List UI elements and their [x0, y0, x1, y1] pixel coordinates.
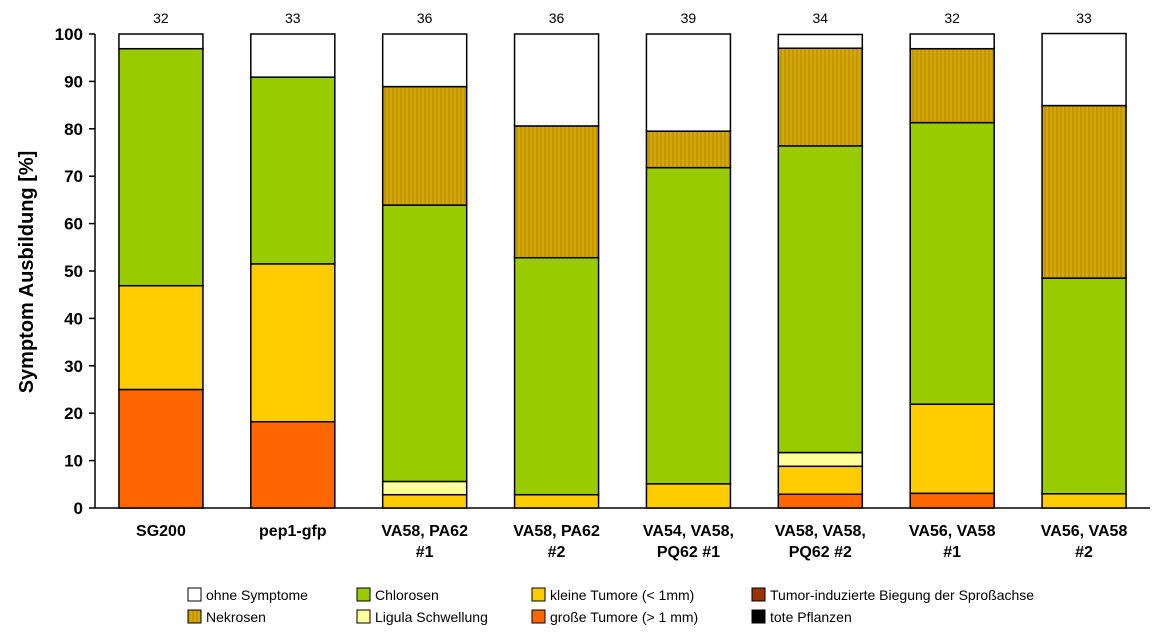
bar-segment: [909, 47, 995, 124]
y-tick-label: 0: [74, 499, 83, 518]
bar-segment: [777, 465, 864, 496]
x-tick-label: VA58, PA62: [513, 523, 600, 540]
bar-segment: [118, 284, 204, 391]
bar-segment: [645, 130, 732, 169]
y-tick-label: 80: [64, 120, 83, 139]
sample-count-label: 39: [681, 10, 697, 26]
sample-count-label: 33: [285, 10, 301, 26]
legend: ohne Symptome Chlorosen kleine Tumore (< 1…: [187, 587, 1034, 625]
bar-segment: [381, 204, 468, 483]
bar-segment: [909, 403, 995, 495]
bar-segment: [381, 493, 468, 509]
x-tick-label: SG200: [136, 523, 186, 540]
y-tick-label: 10: [64, 452, 83, 471]
legend-label: tote Pflanzen: [770, 609, 852, 625]
bar-segment: [118, 33, 204, 50]
bar-segment: [118, 47, 204, 287]
legend-swatch: [356, 609, 371, 624]
bar-segment: [777, 145, 864, 454]
legend-swatch: [187, 587, 202, 602]
y-axis-label: Symptom Ausbildung [%]: [16, 151, 38, 394]
x-tick-label: #1: [943, 544, 961, 561]
legend-label: Tumor-induzierte Biegung der Sproßachse: [770, 587, 1034, 603]
sample-count-label: 32: [944, 10, 960, 26]
bar-segment: [777, 47, 864, 147]
legend-swatch: [531, 587, 546, 602]
bar-segment: [381, 33, 468, 88]
sample-count-label: 34: [813, 10, 829, 26]
x-tick-label: VA58, VA58,: [775, 523, 866, 540]
legend-swatch: [531, 609, 546, 624]
bar-segment: [381, 480, 468, 496]
bar-segment: [777, 33, 864, 49]
bar-segment: [777, 493, 864, 509]
x-tick-label: PQ62 #2: [789, 544, 852, 561]
bar-segment: [1041, 32, 1127, 107]
bar-segment: [381, 85, 468, 206]
labels: 32 SG200 33 pep1-gfp 36 VA58, PA62 #1 36 VA58, P…: [136, 10, 1127, 561]
legend-label: ohne Symptome: [206, 587, 308, 603]
x-tick-label: VA56, VA58: [1041, 523, 1128, 540]
bar-segment: [513, 33, 600, 127]
x-tick-label: PQ62 #1: [657, 544, 720, 561]
sample-count-label: 32: [153, 10, 169, 26]
legend-swatch: [751, 587, 766, 602]
bar-segment: [1041, 493, 1127, 509]
legend-swatch: [187, 609, 202, 624]
bar-segment: [513, 256, 600, 496]
legend-label: Chlorosen: [375, 587, 439, 603]
sample-count-label: 36: [549, 10, 565, 26]
bar-segment: [777, 451, 864, 468]
legend-label: große Tumore (> 1 mm): [550, 609, 698, 625]
bar-segment: [250, 33, 336, 78]
x-tick-label: VA54, VA58,: [643, 523, 734, 540]
x-tick-label: #2: [548, 544, 566, 561]
bar-segment: [909, 121, 995, 405]
bar-segment: [645, 483, 732, 509]
x-tick-label: pep1-gfp: [259, 523, 327, 540]
sample-count-label: 33: [1076, 10, 1092, 26]
x-tick-label: #2: [1075, 544, 1093, 561]
legend-swatch: [356, 587, 371, 602]
bar-segment: [1041, 277, 1127, 495]
bar-segment: [645, 33, 732, 132]
x-tick-label: VA58, PA62: [381, 523, 468, 540]
bar-segment: [250, 420, 336, 509]
y-tick-label: 90: [64, 72, 83, 91]
legend-label: Ligula Schwellung: [375, 609, 488, 625]
bar-segment: [250, 76, 336, 265]
bar-segment: [909, 492, 995, 509]
y-tick-label: 50: [64, 262, 83, 281]
bar-segment: [645, 166, 732, 485]
bar-segment: [118, 388, 204, 509]
sample-count-label: 36: [417, 10, 433, 26]
y-tick-label: 40: [64, 309, 83, 328]
y-tick-label: 100: [55, 25, 83, 44]
x-tick-label: #1: [416, 544, 434, 561]
y-tick-label: 70: [64, 167, 83, 186]
bar-segment: [250, 263, 336, 423]
x-tick-label: VA56, VA58: [909, 523, 996, 540]
bar-segment: [1041, 104, 1127, 279]
y-tick-label: 30: [64, 357, 83, 376]
y-tick-label: 60: [64, 215, 83, 234]
legend-swatch: [751, 609, 766, 624]
legend-label: kleine Tumore (< 1mm): [550, 587, 694, 603]
bars: [118, 32, 1127, 509]
bar-segment: [909, 33, 995, 50]
legend-label: Nekrosen: [206, 609, 266, 625]
y-tick-label: 20: [64, 404, 83, 423]
bar-segment: [513, 493, 600, 509]
bar-segment: [513, 125, 600, 259]
